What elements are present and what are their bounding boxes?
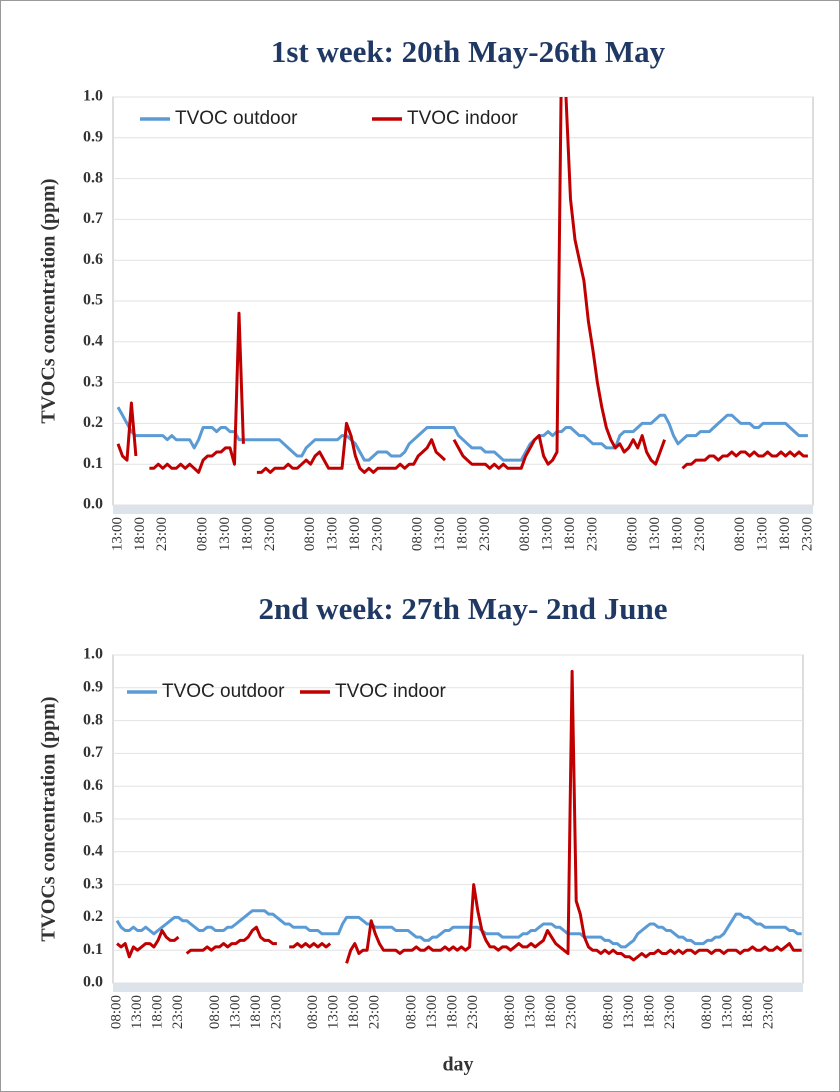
legend-label: TVOC outdoor — [175, 108, 298, 129]
x-tick-label: 08:00 — [410, 517, 426, 551]
x-tick-label: 13:00 — [432, 517, 448, 551]
x-tick-label: 23:00 — [369, 517, 385, 551]
line-series — [116, 669, 802, 964]
legend-label: TVOC outdoor — [162, 681, 285, 702]
x-tick-label: 13:00 — [424, 995, 440, 1029]
x-tick-label: 23:00 — [367, 995, 383, 1029]
x-tick-label: 18:00 — [248, 995, 264, 1029]
x-tick-label: 13:00 — [326, 995, 342, 1029]
x-tick-label: 08:00 — [600, 995, 616, 1029]
y-tick-label: 0.2 — [83, 414, 103, 431]
y-tick-label: 0.4 — [83, 842, 103, 859]
x-tick-label: 18:00 — [641, 995, 657, 1029]
x-tick-label: 13:00 — [227, 995, 243, 1029]
x-tick-label: 18:00 — [740, 995, 756, 1029]
chart-title: 2nd week: 27th May- 2nd June — [258, 591, 667, 626]
x-tick-label: 13:00 — [523, 995, 539, 1029]
line-series — [115, 909, 802, 949]
chart: 2nd week: 27th May- 2nd June 0.0 0.1 0.2 0.3… — [38, 591, 804, 1076]
y-tick-label: 0.7 — [83, 210, 103, 227]
y-tick-label: 0.0 — [83, 496, 103, 513]
x-tick-label: 08:00 — [195, 517, 211, 551]
x-tick-label: 13:00 — [129, 995, 145, 1029]
x-tick-label: 08:00 — [207, 995, 223, 1029]
axis-band — [113, 983, 803, 992]
axis-band — [113, 505, 813, 514]
x-tick-label: 23:00 — [154, 517, 170, 551]
x-tick-label: 23:00 — [477, 517, 493, 551]
legend-label: TVOC indoor — [407, 108, 519, 129]
y-tick-label: 0.8 — [83, 711, 103, 728]
x-tick-label: 18:00 — [149, 995, 165, 1029]
x-tick-label: 18:00 — [669, 517, 685, 551]
x-tick-label: 08:00 — [732, 517, 748, 551]
x-tick-label: 23:00 — [170, 995, 186, 1029]
y-tick-label: 0.5 — [83, 810, 103, 827]
line-series — [116, 406, 808, 462]
x-tick-label: 23:00 — [760, 995, 776, 1029]
x-tick-label: 13:00 — [647, 517, 663, 551]
x-tick-label: 18:00 — [543, 995, 559, 1029]
x-tick-label: 23:00 — [692, 517, 708, 551]
x-tick-label: 23:00 — [584, 517, 600, 551]
chart-title: 1st week: 20th May-26th May — [271, 34, 666, 69]
y-axis-label: TVOCs concentration (ppm) — [38, 178, 60, 423]
x-tick-label: 23:00 — [799, 517, 815, 551]
y-tick-label: 0.5 — [83, 292, 103, 309]
y-tick-label: 0.1 — [83, 941, 103, 958]
y-tick-label: 0.8 — [83, 169, 103, 186]
x-tick-label: 13:00 — [755, 517, 771, 551]
x-tick-label: 23:00 — [268, 995, 284, 1029]
y-tick-label: 0.6 — [83, 777, 103, 794]
x-tick-label: 08:00 — [517, 517, 533, 551]
x-tick-label: 13:00 — [621, 995, 637, 1029]
y-axis-label: TVOCs concentration (ppm) — [38, 696, 60, 941]
x-tick-label: 08:00 — [699, 995, 715, 1029]
legend-label: TVOC indoor — [335, 681, 447, 702]
x-tick-label: 18:00 — [562, 517, 578, 551]
x-tick-label: 13:00 — [540, 517, 556, 551]
x-tick-label: 18:00 — [239, 517, 255, 551]
y-tick-label: 0.0 — [83, 974, 103, 991]
x-tick-label: 08:00 — [305, 995, 321, 1029]
x-tick-label: 13:00 — [719, 995, 735, 1029]
y-tick-label: 1.0 — [83, 88, 103, 105]
y-tick-label: 0.2 — [83, 908, 103, 925]
y-tick-label: 1.0 — [83, 646, 103, 663]
x-tick-label: 18:00 — [346, 995, 362, 1029]
y-tick-label: 0.4 — [83, 332, 103, 349]
x-tick-label: 23:00 — [262, 517, 278, 551]
y-tick-label: 0.1 — [83, 455, 103, 472]
x-tick-label: 23:00 — [662, 995, 678, 1029]
chart: 1st week: 20th May-26th May 0.0 0.1 0.2 0.3 0… — [38, 34, 816, 551]
x-tick-label: 18:00 — [777, 517, 793, 551]
x-tick-label: 08:00 — [625, 517, 641, 551]
x-axis-label: day — [442, 1054, 473, 1076]
x-tick-label: 18:00 — [132, 517, 148, 551]
x-tick-label: 23:00 — [465, 995, 481, 1029]
y-tick-label: 0.9 — [83, 678, 103, 695]
y-tick-label: 0.7 — [83, 744, 103, 761]
line-series — [116, 97, 808, 474]
y-tick-label: 0.3 — [83, 373, 103, 390]
y-tick-label: 0.9 — [83, 128, 103, 145]
x-tick-label: 13:00 — [217, 517, 233, 551]
x-tick-label: 08:00 — [302, 517, 318, 551]
x-tick-label: 23:00 — [564, 995, 580, 1029]
x-tick-label: 18:00 — [347, 517, 363, 551]
x-tick-label: 08:00 — [108, 995, 124, 1029]
y-tick-label: 0.3 — [83, 875, 103, 892]
y-tick-label: 0.6 — [83, 251, 103, 268]
x-tick-label: 13:00 — [109, 517, 125, 551]
x-tick-label: 18:00 — [445, 995, 461, 1029]
x-tick-label: 08:00 — [502, 995, 518, 1029]
x-tick-label: 08:00 — [404, 995, 420, 1029]
x-tick-label: 18:00 — [454, 517, 470, 551]
x-tick-label: 13:00 — [324, 517, 340, 551]
